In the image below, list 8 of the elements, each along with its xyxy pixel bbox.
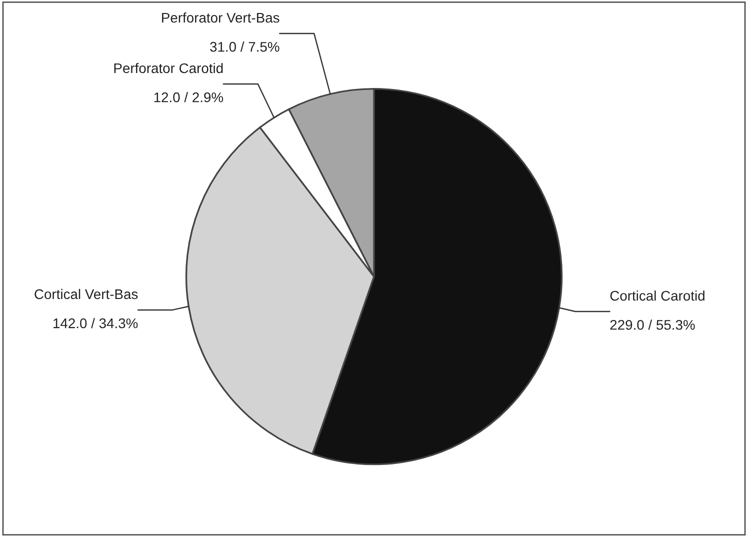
data-label: 142.0 / 34.3% bbox=[54, 318, 138, 328]
data-label: 12.0 / 2.9% bbox=[154, 92, 224, 102]
data-label: 31.0 / 7.5% bbox=[210, 42, 280, 52]
slice-label: Cortical Carotid bbox=[610, 290, 704, 301]
slice-label: Cortical Vert-Bas bbox=[34, 288, 138, 300]
slice-label: Perforator Vert-Bas bbox=[162, 12, 280, 23]
slice-label: Perforator Carotid bbox=[114, 62, 223, 74]
data-label: 229.0 / 55.3% bbox=[610, 320, 695, 330]
